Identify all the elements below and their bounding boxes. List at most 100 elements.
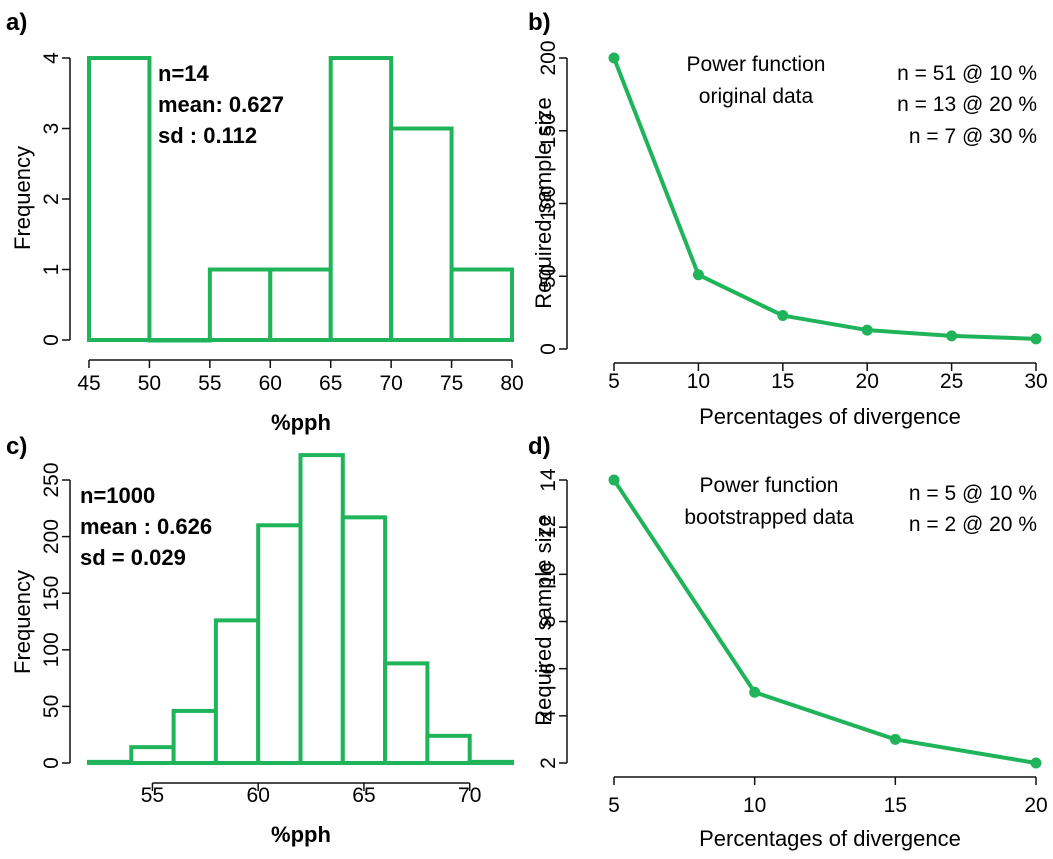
- panel-a-letter: a): [6, 9, 27, 36]
- panel-b-letter: b): [528, 9, 551, 36]
- panel-c-letter: c): [6, 433, 27, 460]
- panel-c-bar: [467, 759, 515, 765]
- panel-a-x-tick-label: 45: [77, 372, 100, 395]
- panel-c-bar: [171, 708, 218, 765]
- panel-d-y-tick-label: 14: [537, 468, 560, 492]
- panel-c-x-tick-label: 65: [352, 784, 375, 807]
- panel-a-x-tick-label: 50: [138, 372, 161, 395]
- panel-b-annotation-n2: n = 13 @ 20 %: [897, 93, 1037, 116]
- panel-b-x-tick-label: 5: [608, 370, 620, 393]
- panel-d-y-tick-label: 10: [537, 563, 560, 586]
- panel-b-data-point: [861, 324, 873, 336]
- panel-b-data-point: [777, 310, 789, 322]
- panel-a-x-tick-label: 75: [440, 372, 463, 395]
- panel-c-bar: [87, 759, 134, 765]
- panel-d-annotation-n1: n = 5 @ 10 %: [909, 482, 1037, 505]
- panel-a-bar: [207, 267, 273, 342]
- panel-d-y-tick-label: 2: [537, 757, 560, 769]
- panel-a-bar: [268, 267, 333, 342]
- panel-a-y-tick-label: 3: [40, 123, 63, 135]
- panel-c-annotation-mean: mean : 0.626: [80, 514, 212, 539]
- panel-b-y-tick-label: 0: [537, 343, 560, 355]
- panel-b-annotation-title-2: original data: [699, 85, 814, 108]
- panel-a-x-tick-label: 55: [198, 372, 221, 395]
- panel-a-x-tick-label: 65: [319, 372, 342, 395]
- panel-b-data-point: [1030, 333, 1042, 345]
- panel-c-y-tick-label: 100: [40, 632, 63, 667]
- panel-b-annotation-title-1: Power function: [687, 53, 826, 76]
- panel-c-x-axis-label: %pph: [271, 822, 331, 847]
- panel-d-series-line: [612, 478, 1037, 765]
- panel-d-annotation-title-2: bootstrapped data: [684, 506, 854, 529]
- panel-b-y-tick-label: 200: [537, 40, 560, 75]
- panel-c-bar: [298, 453, 345, 765]
- panel-b-annotation-n3: n = 7 @ 30 %: [909, 125, 1037, 148]
- panel-a-bar: [389, 126, 454, 342]
- panel-c-bar: [213, 618, 261, 765]
- panel-c-bar: [383, 661, 430, 765]
- panel-c-y-axis-label: Frequency: [10, 570, 35, 674]
- panel-a-annotation-n: n=14: [158, 61, 210, 86]
- panel-c-annotation-sd: sd = 0.029: [80, 545, 186, 570]
- panel-c-annotation-n: n=1000: [80, 483, 155, 508]
- panel-c-bar: [425, 733, 472, 765]
- panel-a-y-tick-label: 2: [40, 193, 63, 205]
- panel-d-data-point: [749, 686, 761, 698]
- panel-a-annotation-mean: mean: 0.627: [158, 92, 284, 117]
- panel-a-y-axis-label: Frequency: [10, 146, 35, 250]
- panel-d-x-tick-label: 10: [743, 794, 766, 817]
- panel-a-bar: [87, 56, 152, 342]
- panel-c-x-tick-label: 55: [141, 784, 164, 807]
- panel-d-x-tick-label: 20: [1024, 794, 1047, 817]
- panel-b-x-tick-label: 30: [1024, 370, 1047, 393]
- panel-c-y-tick-label: 0: [40, 757, 63, 769]
- panel-c-x-tick-label: 60: [247, 784, 270, 807]
- panel-a-bar: [147, 338, 212, 343]
- panel-d-y-tick-label: 12: [537, 515, 560, 538]
- panel-a-annotation-sd: sd : 0.112: [158, 123, 257, 148]
- panel-c-bar: [129, 745, 176, 765]
- panel-b-y-tick-label: 150: [537, 113, 560, 148]
- panel-a-y-tick-label: 0: [40, 334, 63, 346]
- panel-d-y-tick-label: 8: [537, 616, 560, 628]
- panel-b-x-axis-label: Percentages of divergence: [699, 404, 961, 429]
- panel-b-x-tick-label: 25: [940, 370, 963, 393]
- panel-b-data-point: [946, 330, 958, 342]
- panel-a-bar: [328, 56, 394, 342]
- panel-c-bar: [340, 515, 388, 766]
- panel-c-x-tick-label: 70: [458, 784, 481, 807]
- panel-c-bar: [256, 523, 303, 766]
- panel-b-x-tick-label: 20: [856, 370, 879, 393]
- panel-d-letter: d): [528, 433, 551, 460]
- panel-d-annotation-title-1: Power function: [700, 474, 839, 497]
- panel-c-y-tick-label: 50: [40, 695, 63, 718]
- panel-c-y-tick-label: 250: [40, 462, 63, 497]
- panel-d-y-tick-label: 6: [537, 663, 560, 675]
- panel-b-x-tick-label: 10: [687, 370, 710, 393]
- panel-d-data-point: [1030, 757, 1042, 769]
- panel-c-y-tick-label: 200: [40, 519, 63, 554]
- panel-d-x-tick-label: 5: [608, 794, 620, 817]
- panel-d-x-tick-label: 15: [884, 794, 907, 817]
- panel-d-data-point: [608, 474, 620, 486]
- panel-b-x-tick-label: 15: [771, 370, 794, 393]
- panel-b-y-tick-label: 100: [537, 186, 560, 221]
- panel-a-x-tick-label: 70: [379, 372, 402, 395]
- panel-d-annotation-n2: n = 2 @ 20 %: [909, 513, 1037, 536]
- panel-d-x-axis-label: Percentages of divergence: [699, 826, 961, 851]
- panel-b-series-line: [612, 57, 1037, 341]
- panel-c-y-tick-label: 150: [40, 576, 63, 611]
- panel-d-y-tick-label: 4: [537, 710, 560, 722]
- panel-d-y-axis-label: Required sample size: [531, 514, 556, 726]
- panel-a-x-tick-label: 80: [500, 372, 523, 395]
- panel-a-x-axis-label: %pph: [271, 410, 331, 435]
- panel-a-bar: [449, 267, 515, 342]
- panel-b-y-axis-label: Required sample size: [531, 97, 556, 309]
- panel-a-y-tick-label: 1: [40, 264, 63, 276]
- panel-a-x-tick-label: 60: [259, 372, 282, 395]
- panel-b-data-point: [608, 52, 620, 64]
- panel-d-data-point: [889, 733, 901, 745]
- panel-a-y-tick-label: 4: [40, 52, 63, 64]
